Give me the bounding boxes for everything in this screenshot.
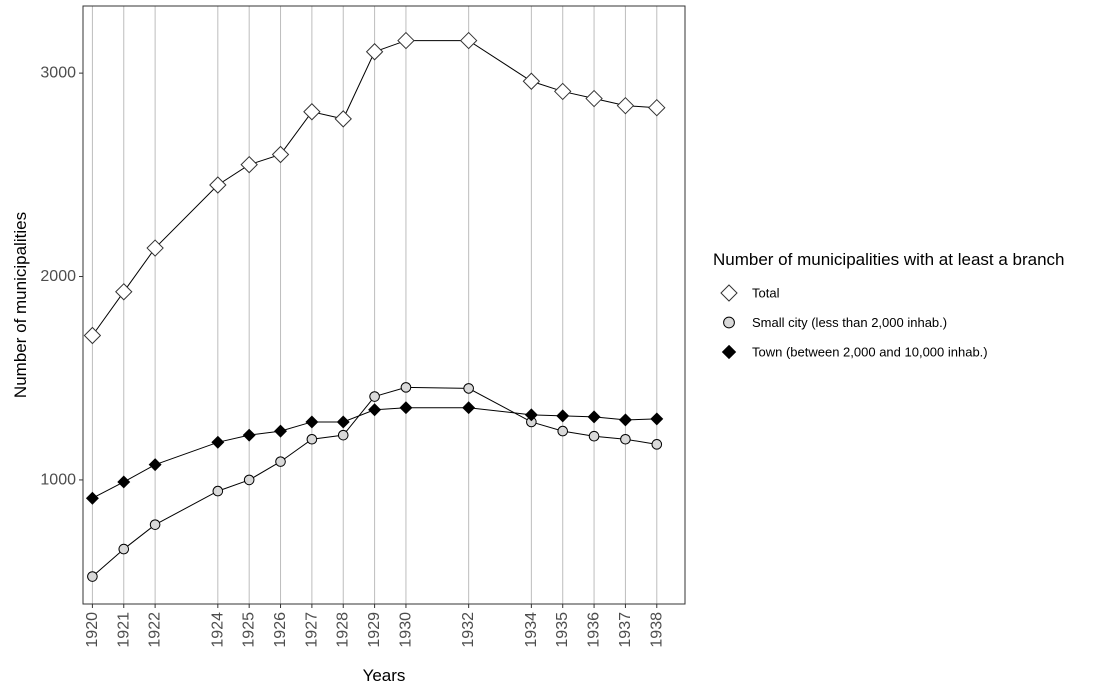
data-point xyxy=(557,425,569,437)
x-tick-label: 1925 xyxy=(241,612,258,648)
data-point xyxy=(462,401,476,415)
data-point xyxy=(556,409,570,423)
data-point xyxy=(212,485,224,497)
data-point xyxy=(524,408,538,422)
data-point xyxy=(522,72,541,90)
data-point xyxy=(148,458,162,472)
x-tick-label: 1926 xyxy=(272,612,289,648)
data-point xyxy=(211,435,225,449)
data-point xyxy=(369,391,380,402)
data-point xyxy=(209,176,227,194)
y-tick-label: 2000 xyxy=(40,268,76,285)
legend-key xyxy=(720,284,738,302)
data-point xyxy=(587,410,601,424)
x-tick-label: 1927 xyxy=(303,612,320,648)
series-line xyxy=(92,407,657,499)
data-point xyxy=(618,413,632,427)
data-point xyxy=(650,412,664,426)
data-point xyxy=(463,383,474,394)
x-tick-label: 1937 xyxy=(617,612,634,648)
series-1 xyxy=(83,31,666,345)
legend-key xyxy=(721,344,737,360)
data-point xyxy=(651,439,663,450)
data-point xyxy=(365,43,384,61)
data-point xyxy=(336,415,350,429)
data-point xyxy=(337,429,349,441)
data-point xyxy=(306,433,318,445)
legend: Number of municipalities with at least a… xyxy=(713,250,1065,360)
data-point xyxy=(118,543,130,555)
x-tick-label: 1922 xyxy=(147,612,164,648)
data-point xyxy=(83,326,102,345)
data-point xyxy=(303,103,321,121)
x-tick-label: 1934 xyxy=(523,612,540,648)
legend-label: Town (between 2,000 and 10,000 inhab.) xyxy=(752,345,988,360)
legend-item: Small city (less than 2,000 inhab.) xyxy=(723,315,947,330)
legend-key xyxy=(723,316,735,329)
data-point xyxy=(85,491,99,505)
data-point xyxy=(397,31,415,50)
data-point xyxy=(399,401,413,415)
data-point xyxy=(149,519,161,530)
x-tick-label: 1936 xyxy=(586,612,603,648)
x-tick-label: 1935 xyxy=(554,612,571,648)
series-line xyxy=(91,40,657,336)
data-point xyxy=(275,456,286,467)
data-point xyxy=(240,155,258,174)
x-tick-label: 1938 xyxy=(648,612,665,648)
x-tick-label: 1921 xyxy=(115,612,132,648)
x-tick-label: 1932 xyxy=(460,612,477,648)
x-tick-label: 1920 xyxy=(84,612,101,648)
x-tick-label: 1928 xyxy=(335,612,352,648)
y-tick-label: 3000 xyxy=(40,65,76,82)
data-point xyxy=(616,96,635,115)
data-point xyxy=(117,475,131,489)
data-point xyxy=(271,145,290,164)
data-point xyxy=(243,474,255,486)
x-axis-title: Years xyxy=(363,666,406,685)
axes: 1920 1921 1922 1924 1925 1926 1927 1928 1929 1930… xyxy=(40,65,665,648)
legend-label: Total xyxy=(752,286,780,301)
data-point xyxy=(368,403,382,417)
data-point xyxy=(585,89,603,108)
data-point xyxy=(459,31,478,50)
data-point xyxy=(146,239,164,257)
data-point xyxy=(554,82,572,101)
legend-item: Total xyxy=(720,284,780,302)
data-point xyxy=(400,382,412,393)
x-tick-label: 1929 xyxy=(366,612,383,648)
data-point xyxy=(305,415,319,429)
series-layer xyxy=(83,31,666,582)
legend-items: Total Small city (less than 2,000 inhab.)… xyxy=(720,284,988,360)
data-point xyxy=(648,98,666,117)
data-point xyxy=(115,283,133,301)
x-tick-label: 1924 xyxy=(209,612,226,648)
data-point xyxy=(87,571,98,582)
data-point xyxy=(334,110,352,128)
series-3 xyxy=(85,401,664,505)
data-point xyxy=(588,430,600,442)
y-axis-title: Number of municipalities xyxy=(11,212,30,398)
legend-label: Small city (less than 2,000 inhab.) xyxy=(752,315,947,330)
y-tick-label: 1000 xyxy=(40,471,76,488)
x-tick-label: 1930 xyxy=(397,612,414,648)
plot-panel-border xyxy=(82,5,686,605)
legend-title: Number of municipalities with at least a… xyxy=(713,250,1065,269)
grid-lines xyxy=(91,6,658,604)
data-point xyxy=(274,424,287,438)
data-point xyxy=(620,433,631,445)
legend-item: Town (between 2,000 and 10,000 inhab.) xyxy=(721,344,988,360)
data-point xyxy=(242,428,256,442)
